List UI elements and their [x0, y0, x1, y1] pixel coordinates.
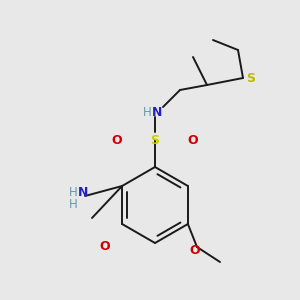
- Text: N: N: [152, 106, 162, 118]
- Text: N: N: [78, 185, 88, 199]
- Text: O: O: [112, 134, 122, 146]
- Text: H: H: [69, 185, 77, 199]
- Text: S: S: [151, 134, 160, 146]
- Text: O: O: [188, 134, 198, 146]
- Text: H: H: [142, 106, 152, 118]
- Text: O: O: [100, 239, 110, 253]
- Text: S: S: [247, 71, 256, 85]
- Text: O: O: [190, 244, 200, 256]
- Text: H: H: [69, 197, 77, 211]
